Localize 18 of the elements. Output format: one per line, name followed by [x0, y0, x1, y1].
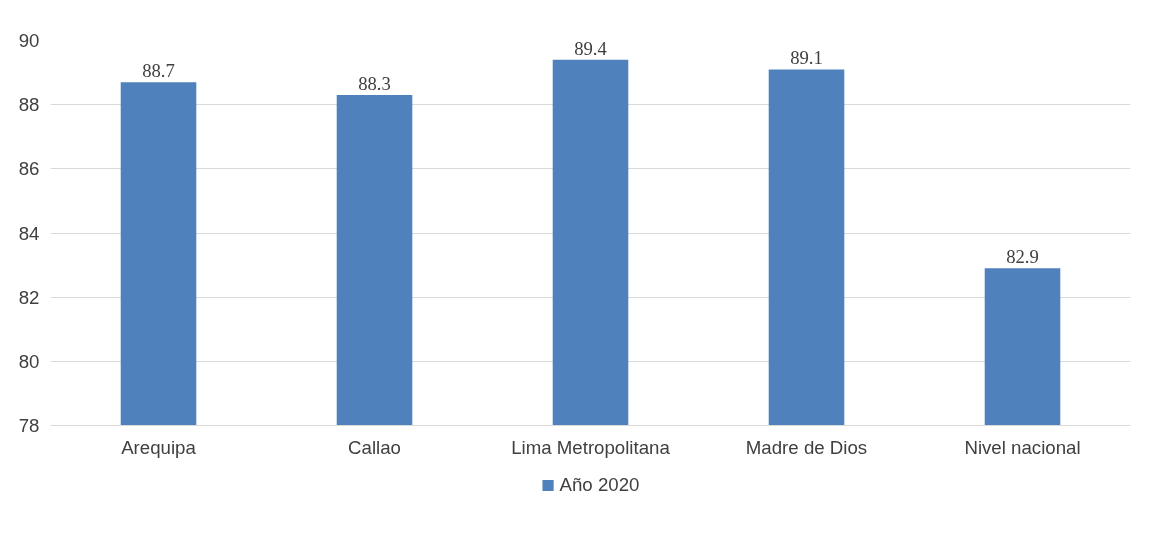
x-tick-label: Madre de Dios	[745, 436, 868, 458]
y-tick-label: 90	[18, 30, 40, 51]
y-tick-label: 82	[18, 286, 40, 308]
data-label: 82.9	[1006, 246, 1039, 268]
x-tick-label: Callao	[348, 436, 401, 458]
data-label: 88.7	[142, 60, 175, 82]
y-tick-label: 80	[18, 350, 40, 372]
legend-label: Año 2020	[559, 474, 640, 496]
y-tick-label: 88	[18, 94, 40, 116]
x-tick-label: Arequipa	[121, 436, 197, 458]
y-tick-label: 84	[18, 222, 40, 244]
data-label: 89.4	[574, 37, 608, 59]
y-tick-label: 86	[18, 158, 40, 180]
x-tick-label: Nivel nacional	[964, 436, 1081, 458]
data-label: 89.1	[790, 47, 823, 69]
data-label: 88.3	[358, 73, 391, 95]
y-tick-label: 78	[18, 415, 40, 436]
x-tick-label: Lima Metropolitana	[511, 436, 671, 458]
